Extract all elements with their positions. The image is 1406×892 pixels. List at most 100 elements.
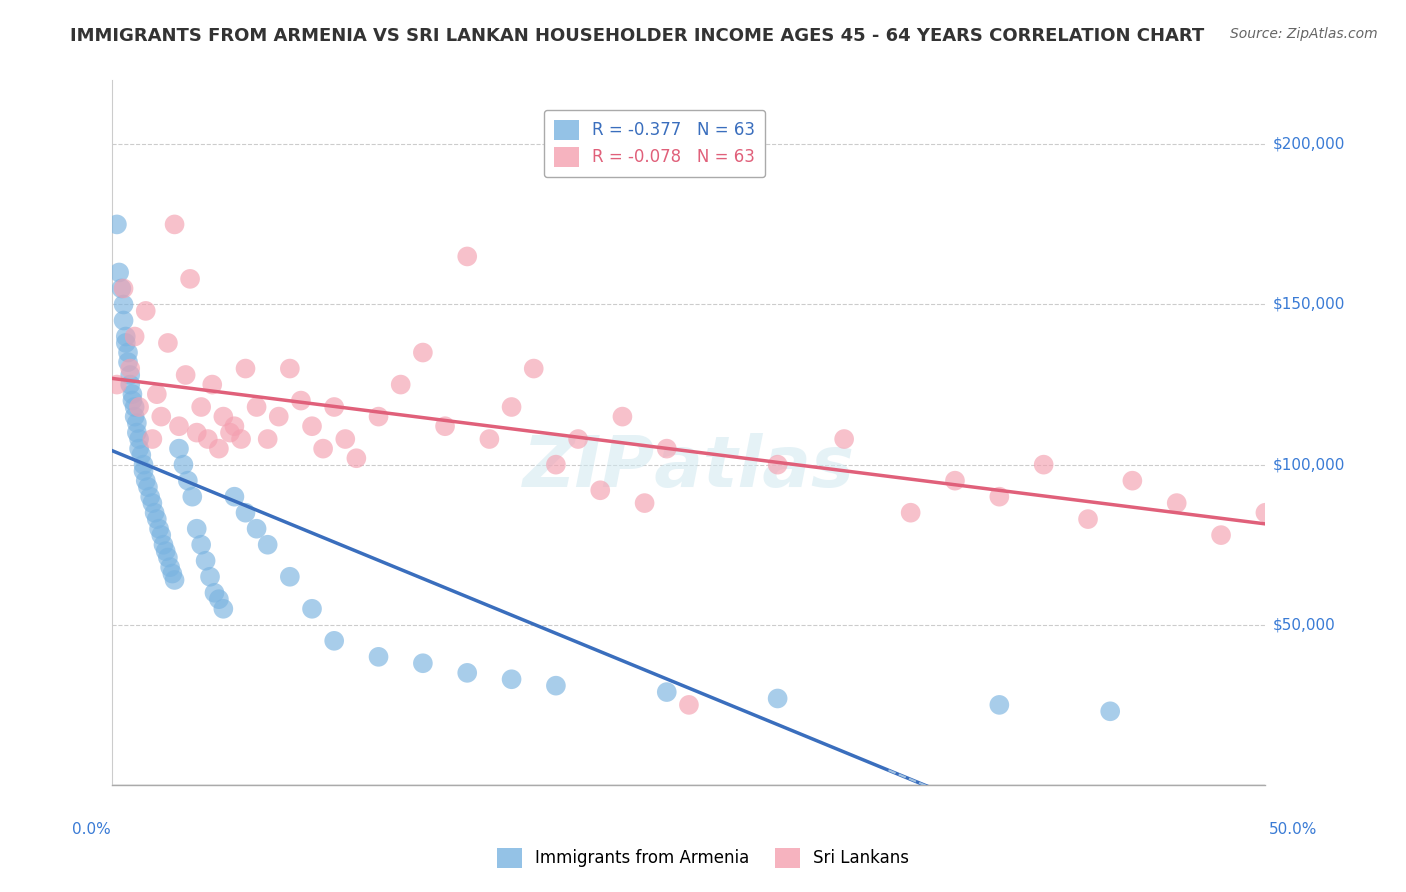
Sri Lankans (141, 432, 163, 446)
Sri Lankans (544, 458, 567, 472)
Immigrants from Armenia (155, 544, 177, 558)
Legend: R = -0.377   N = 63, R = -0.078   N = 63: R = -0.377 N = 63, R = -0.078 N = 63 (544, 110, 765, 178)
Sri Lankans (367, 409, 389, 424)
Sri Lankans (1299, 496, 1322, 510)
Immigrants from Armenia (766, 691, 789, 706)
Immigrants from Armenia (212, 601, 235, 615)
Sri Lankans (434, 419, 457, 434)
Immigrants from Armenia (163, 573, 186, 587)
Legend: Immigrants from Armenia, Sri Lankans: Immigrants from Armenia, Sri Lankans (491, 841, 915, 875)
Sri Lankans (766, 458, 789, 472)
Sri Lankans (323, 400, 346, 414)
Sri Lankans (523, 361, 546, 376)
Sri Lankans (678, 698, 700, 712)
Text: $100,000: $100,000 (1272, 458, 1344, 472)
Immigrants from Armenia (114, 335, 136, 350)
Immigrants from Armenia (121, 387, 143, 401)
Sri Lankans (335, 432, 357, 446)
Sri Lankans (256, 432, 278, 446)
Immigrants from Armenia (125, 416, 148, 430)
Sri Lankans (988, 490, 1011, 504)
Sri Lankans (229, 432, 252, 446)
Sri Lankans (612, 409, 634, 424)
Text: 50.0%: 50.0% (1270, 822, 1317, 837)
Sri Lankans (219, 425, 242, 440)
Immigrants from Armenia (132, 464, 155, 478)
Sri Lankans (201, 377, 224, 392)
Immigrants from Armenia (190, 538, 212, 552)
Immigrants from Armenia (235, 506, 257, 520)
Immigrants from Armenia (301, 601, 323, 615)
Immigrants from Armenia (148, 522, 170, 536)
Immigrants from Armenia (159, 560, 181, 574)
Immigrants from Armenia (132, 458, 155, 472)
Immigrants from Armenia (1099, 704, 1122, 718)
Immigrants from Armenia (181, 490, 204, 504)
Text: 0.0%: 0.0% (72, 822, 111, 837)
Sri Lankans (1032, 458, 1054, 472)
Sri Lankans (478, 432, 501, 446)
Sri Lankans (124, 329, 146, 343)
Immigrants from Armenia (544, 679, 567, 693)
Sri Lankans (1166, 496, 1188, 510)
Immigrants from Armenia (256, 538, 278, 552)
Immigrants from Armenia (186, 522, 208, 536)
Text: IMMIGRANTS FROM ARMENIA VS SRI LANKAN HOUSEHOLDER INCOME AGES 45 - 64 YEARS CORR: IMMIGRANTS FROM ARMENIA VS SRI LANKAN HO… (70, 27, 1205, 45)
Immigrants from Armenia (162, 566, 184, 581)
Immigrants from Armenia (135, 474, 157, 488)
Immigrants from Armenia (110, 281, 132, 295)
Immigrants from Armenia (141, 496, 163, 510)
Sri Lankans (655, 442, 678, 456)
Immigrants from Armenia (112, 297, 135, 311)
Immigrants from Armenia (120, 368, 142, 382)
Immigrants from Armenia (655, 685, 678, 699)
Immigrants from Armenia (412, 657, 434, 671)
Sri Lankans (501, 400, 523, 414)
Sri Lankans (174, 368, 197, 382)
Sri Lankans (135, 304, 157, 318)
Sri Lankans (156, 335, 179, 350)
Sri Lankans (224, 419, 246, 434)
Immigrants from Armenia (152, 538, 174, 552)
Immigrants from Armenia (501, 673, 523, 687)
Sri Lankans (1209, 528, 1232, 542)
Sri Lankans (589, 483, 612, 498)
Sri Lankans (163, 218, 186, 232)
Immigrants from Armenia (128, 432, 150, 446)
Sri Lankans (179, 272, 201, 286)
Immigrants from Armenia (139, 490, 162, 504)
Sri Lankans (105, 377, 128, 392)
Sri Lankans (120, 361, 142, 376)
Immigrants from Armenia (194, 554, 217, 568)
Immigrants from Armenia (204, 586, 226, 600)
Sri Lankans (1320, 506, 1343, 520)
Sri Lankans (633, 496, 655, 510)
Immigrants from Armenia (136, 480, 159, 494)
Sri Lankans (1254, 506, 1277, 520)
Sri Lankans (235, 361, 257, 376)
Immigrants from Armenia (167, 442, 190, 456)
Sri Lankans (197, 432, 219, 446)
Sri Lankans (208, 442, 231, 456)
Immigrants from Armenia (125, 425, 148, 440)
Immigrants from Armenia (128, 442, 150, 456)
Immigrants from Armenia (129, 448, 153, 462)
Sri Lankans (312, 442, 335, 456)
Immigrants from Armenia (108, 265, 131, 279)
Sri Lankans (212, 409, 235, 424)
Immigrants from Armenia (117, 355, 139, 369)
Immigrants from Armenia (105, 218, 128, 232)
Immigrants from Armenia (150, 528, 173, 542)
Sri Lankans (900, 506, 922, 520)
Sri Lankans (290, 393, 312, 408)
Immigrants from Armenia (224, 490, 246, 504)
Immigrants from Armenia (988, 698, 1011, 712)
Immigrants from Armenia (156, 550, 179, 565)
Sri Lankans (1121, 474, 1143, 488)
Immigrants from Armenia (323, 633, 346, 648)
Sri Lankans (267, 409, 290, 424)
Text: Source: ZipAtlas.com: Source: ZipAtlas.com (1230, 27, 1378, 41)
Immigrants from Armenia (112, 313, 135, 327)
Sri Lankans (301, 419, 323, 434)
Sri Lankans (278, 361, 301, 376)
